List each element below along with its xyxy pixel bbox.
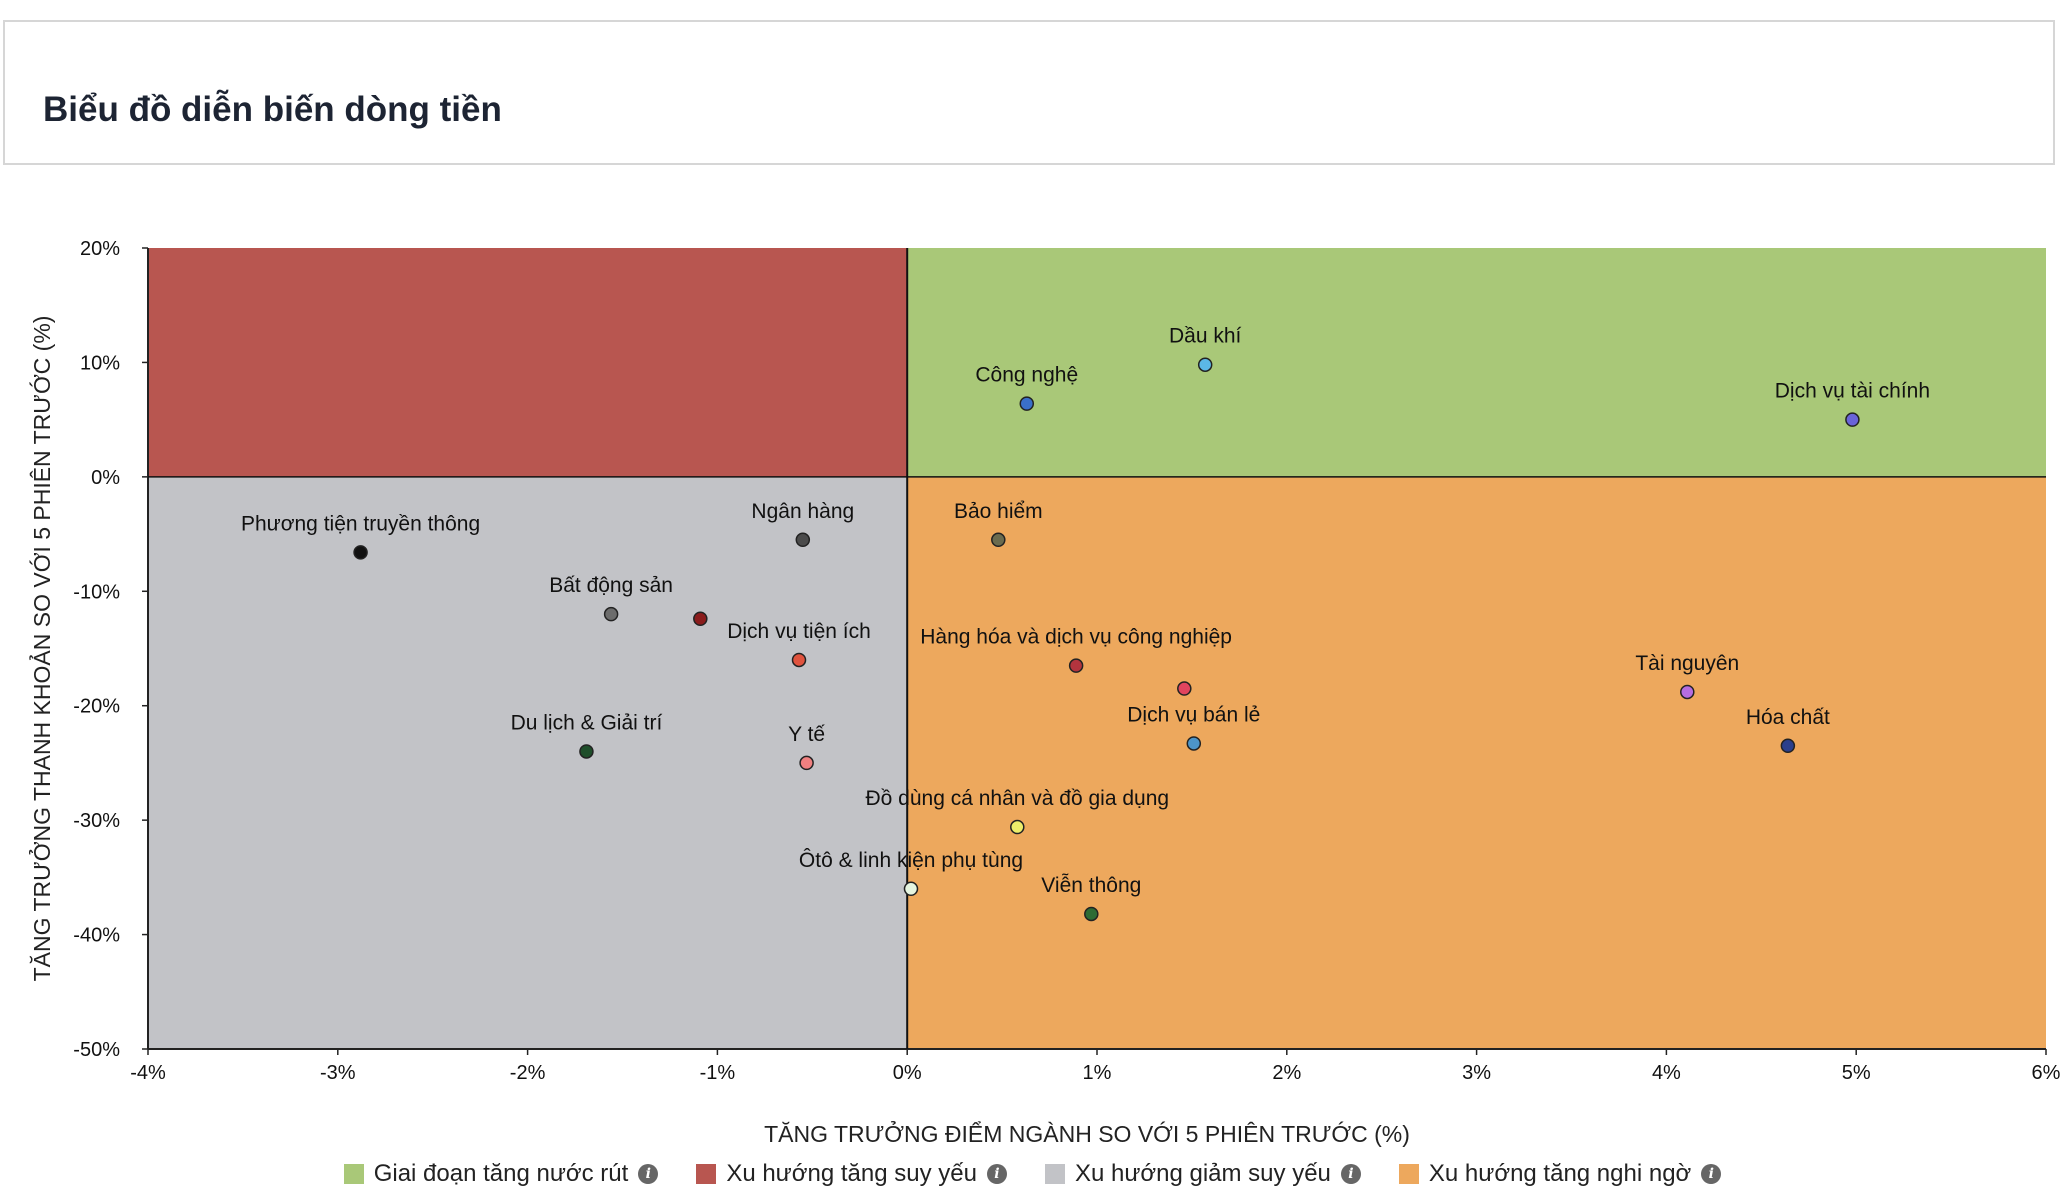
data-point-label: Y tế [788,723,825,746]
info-icon[interactable]: i [986,1164,1007,1184]
data-point [1186,736,1202,751]
data-point-label: Công nghệ [975,364,1078,387]
data-point-label: Hàng hóa và dịch vụ công nghiệp [920,626,1232,649]
data-point-label: Dầu khí [1169,325,1242,348]
data-point [1177,681,1192,696]
data-point-label: Dịch vụ tiện ích [727,620,871,643]
legend-swatch [1044,1164,1065,1184]
data-point [579,744,594,759]
y-tick-label: -30% [73,810,120,832]
legend-item-sprint[interactable]: Giai đoạn tăng nước rút i [343,1160,659,1188]
x-tick-label: -1% [700,1062,736,1084]
data-point [693,611,708,626]
page-title: Biểu đồ diễn biến dòng tiền [43,90,502,129]
legend-item-weakening-down[interactable]: Xu hướng giảm suy yếu i [1044,1160,1361,1188]
data-point-label: Tài nguyên [1635,652,1739,675]
data-point-label: Du lịch & Giải trí [511,711,663,734]
x-tick-label: 0% [893,1062,922,1084]
data-point [903,881,919,897]
info-icon[interactable]: i [1701,1164,1722,1184]
legend-label: Xu hướng tăng nghi ngờ [1428,1160,1692,1187]
data-point [1845,412,1860,427]
legend-label: Xu hướng giảm suy yếu [1074,1160,1331,1187]
y-tick-label: 20% [80,238,120,260]
x-axis-title: TĂNG TRƯỞNG ĐIỂM NGÀNH SO VỚI 5 PHIÊN TR… [764,1119,1410,1147]
data-point [603,606,619,622]
data-point [353,545,368,560]
data-point [1084,906,1099,922]
x-tick-label: 4% [1652,1062,1681,1084]
y-tick-label: -50% [73,1039,120,1061]
legend-label: Xu hướng tăng suy yếu [726,1160,977,1187]
x-tick-label: -3% [320,1062,356,1084]
quadrant-top-right [907,248,2047,477]
data-point [1019,396,1035,411]
y-tick-label: -10% [73,581,120,603]
legend-item-weakening-up[interactable]: Xu hướng tăng suy yếu i [696,1160,1007,1188]
chart-legend: Giai đoạn tăng nước rút i Xu hướng tăng … [0,1160,2065,1188]
data-point [1197,357,1213,372]
legend-swatch [696,1164,717,1184]
legend-swatch [1398,1164,1419,1184]
data-point-label: Dịch vụ tài chính [1775,380,1930,403]
data-point-label: Dịch vụ bán lẻ [1127,703,1260,726]
data-point [1068,658,1084,673]
data-point-label: Bất động sản [549,574,673,597]
data-point-label: Viễn thông [1041,874,1141,897]
y-tick-label: -20% [73,696,120,718]
data-point-label: Phương tiện truyền thông [241,512,480,535]
data-point [991,532,1006,548]
data-point [799,755,814,771]
x-tick-label: 3% [1462,1062,1491,1084]
data-point-label: Đồ dùng cá nhân và đồ gia dụng [865,787,1169,810]
data-point [795,532,811,548]
x-tick-label: 2% [1272,1062,1301,1084]
y-axis-title: TĂNG TRƯỞNG THANH KHOẢN SO VỚI 5 PHIÊN T… [27,316,55,982]
data-point [1010,819,1025,835]
data-point-label: Bảo hiểm [954,500,1043,523]
legend-item-doubtful-up[interactable]: Xu hướng tăng nghi ngờ i [1398,1160,1722,1188]
quadrant-bottom-left [148,476,908,1049]
title-card: Biểu đồ diễn biến dòng tiền [3,20,2055,165]
y-tick-label: 0% [91,467,120,489]
legend-swatch [343,1164,364,1184]
x-tick-label: 6% [2032,1062,2061,1084]
legend-label: Giai đoạn tăng nước rút [373,1160,629,1187]
data-point [1680,684,1695,700]
x-tick-label: -4% [130,1062,166,1084]
quadrant-bottom-right [907,476,2047,1049]
x-tick-label: 5% [1842,1062,1871,1084]
x-tick-label: -2% [510,1062,546,1084]
info-icon[interactable]: i [638,1164,659,1184]
y-tick-label: -40% [73,925,120,947]
data-point [791,652,807,668]
x-tick-label: 1% [1083,1062,1112,1084]
data-point-label: Ôtô & linh kiện phụ tùng [799,849,1023,872]
quadrant-top-left [148,248,908,477]
data-point [1780,738,1796,754]
data-point-label: Hóa chất [1746,706,1830,729]
info-icon[interactable]: i [1340,1164,1361,1184]
data-point-label: Ngân hàng [751,500,854,523]
y-tick-label: 10% [80,352,120,374]
